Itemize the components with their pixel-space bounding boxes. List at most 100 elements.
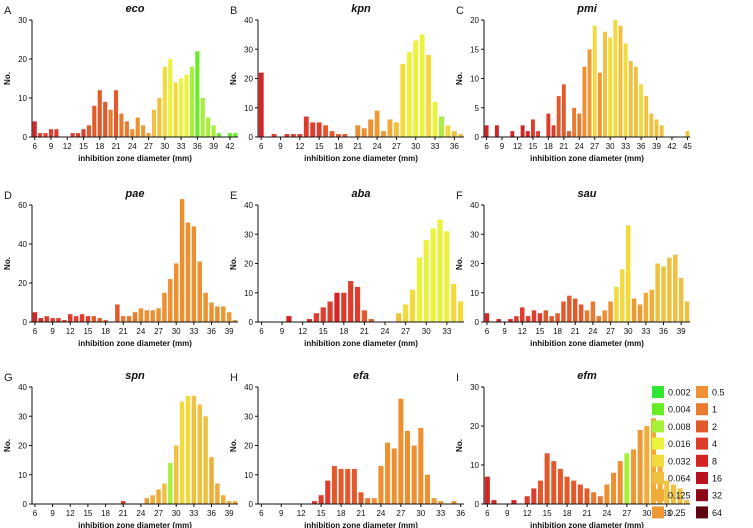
y-tick-label: 5: [475, 104, 480, 113]
bar: [378, 465, 384, 504]
legend-swatch: [696, 403, 708, 416]
bar: [32, 312, 38, 322]
bar: [670, 484, 676, 504]
bar: [338, 468, 344, 504]
x-tick-label: 36: [207, 327, 216, 336]
panel-letter: E: [230, 190, 237, 202]
bar: [97, 90, 102, 137]
bar: [168, 59, 173, 137]
bar: [496, 319, 501, 322]
y-tick-label: 40: [470, 201, 479, 210]
bar: [286, 316, 292, 322]
bar: [617, 461, 623, 504]
bar: [451, 283, 457, 322]
panel-letter: C: [456, 5, 464, 17]
bar: [549, 316, 554, 322]
bar: [633, 66, 638, 137]
bar: [316, 122, 322, 138]
x-tick-label: 27: [622, 509, 631, 518]
y-tick-label: 0: [249, 500, 254, 509]
bar: [577, 484, 583, 504]
x-tick-label: 24: [376, 509, 385, 518]
bar: [334, 292, 340, 322]
bar: [572, 107, 577, 137]
legend-item-4: 4: [696, 437, 717, 450]
x-tick-label: 18: [339, 327, 348, 336]
x-tick-label: 36: [637, 142, 646, 151]
x-tick-label: 12: [297, 509, 306, 518]
y-tick-label: 0: [249, 133, 254, 142]
x-tick-label: 45: [683, 142, 692, 151]
bar: [44, 316, 49, 322]
bar: [484, 476, 490, 504]
legend-swatch: [696, 506, 708, 519]
bar: [336, 134, 341, 137]
bar: [368, 119, 374, 137]
bar: [271, 134, 277, 137]
x-tick-label: 12: [66, 327, 75, 336]
bar: [303, 116, 309, 137]
y-tick-label: 10: [18, 94, 27, 103]
bar: [115, 304, 120, 322]
panel-title: spn: [125, 370, 145, 382]
bar: [62, 320, 67, 322]
x-tick-label: 30: [160, 142, 169, 151]
y-tick-label: 30: [470, 383, 479, 392]
bar: [361, 310, 368, 322]
bar: [611, 472, 617, 504]
legend-label: 0.016: [668, 439, 691, 449]
bar: [91, 316, 97, 322]
bar: [119, 113, 124, 137]
legend-label: 0.064: [668, 474, 691, 484]
legend-item-0-004: 0.004: [652, 403, 691, 416]
x-axis-title: inhibition zone diameter (mm): [530, 339, 644, 348]
y-tick-label: 20: [18, 442, 27, 451]
panel-letter: F: [456, 190, 463, 202]
x-tick-label: 9: [50, 327, 55, 336]
bar: [327, 301, 333, 322]
x-tick-label: 33: [189, 327, 198, 336]
bar: [602, 310, 607, 322]
bar: [561, 84, 566, 137]
x-tick-label: 12: [523, 509, 532, 518]
bar: [677, 488, 683, 504]
bar: [92, 105, 97, 137]
bar: [146, 133, 151, 137]
panel-letter: I: [456, 372, 459, 384]
legend-label: 0.004: [668, 405, 691, 415]
x-tick-label: 15: [535, 327, 544, 336]
bar: [406, 52, 412, 137]
bar: [484, 313, 490, 322]
legend-label: 8: [712, 456, 717, 466]
bar: [424, 474, 430, 504]
y-tick-label: 0: [23, 318, 28, 327]
bar: [590, 301, 596, 322]
bar: [79, 314, 85, 322]
bar: [514, 316, 519, 322]
y-tick-label: 30: [244, 412, 253, 421]
x-tick-label: 9: [502, 327, 507, 336]
legend-item-64: 64: [696, 506, 722, 519]
bar: [603, 31, 607, 138]
y-axis-title: No.: [455, 257, 464, 270]
x-tick-label: 30: [624, 327, 633, 336]
bar: [162, 66, 167, 137]
bar: [185, 395, 191, 504]
y-tick-label: 0: [23, 133, 28, 142]
y-tick-label: 10: [244, 471, 253, 480]
bar: [179, 401, 185, 505]
x-tick-label: 9: [50, 509, 55, 518]
bar: [144, 498, 149, 504]
x-tick-label: 18: [95, 142, 104, 151]
bar: [457, 301, 464, 322]
legend-item-1: 1: [696, 403, 717, 416]
legend-label: 1: [712, 405, 717, 415]
panel-title: sau: [578, 188, 597, 200]
panel-title: eco: [126, 3, 145, 15]
x-tick-label: 27: [154, 509, 163, 518]
x-tick-label: 18: [334, 142, 343, 151]
bar: [209, 457, 214, 504]
bar: [597, 72, 602, 137]
